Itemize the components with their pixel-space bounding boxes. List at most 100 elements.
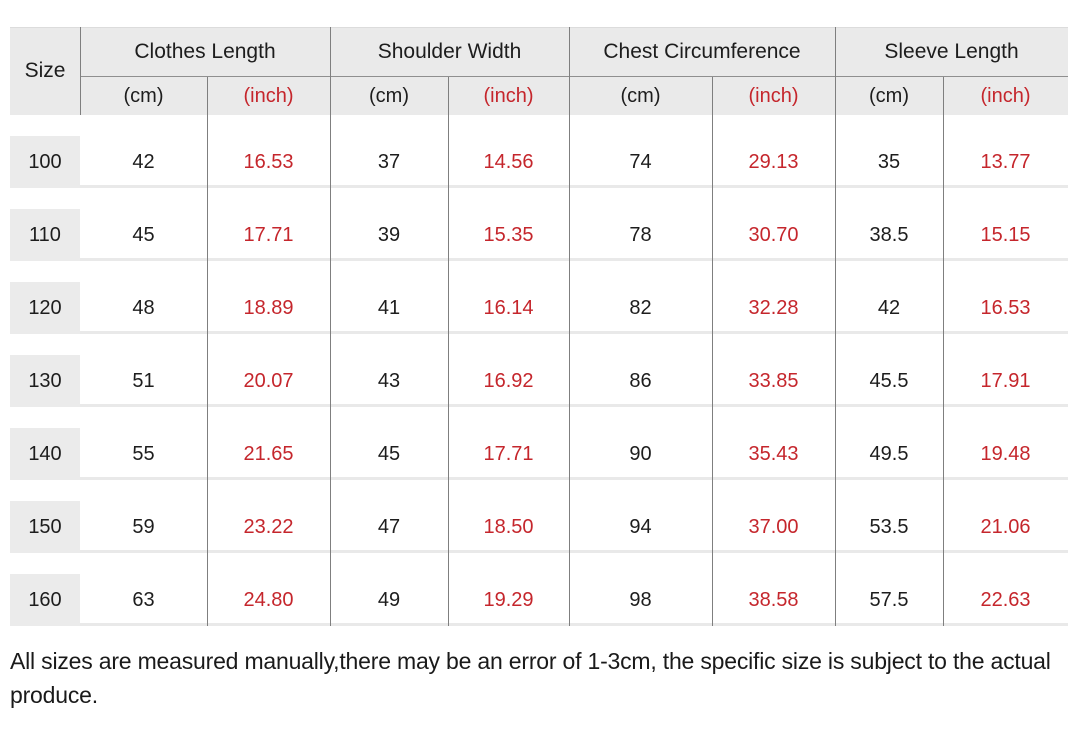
header-unit-row: (cm) (inch) (cm) (inch) (cm) (inch) (cm)… <box>80 77 1068 115</box>
size-value: 110 <box>10 209 80 261</box>
table-row: 100 42 16.53 37 14.56 74 29.13 35 13.77 <box>10 115 1068 188</box>
value-cell: 38.58 <box>748 588 799 611</box>
divider-chest-sleeve <box>835 27 836 626</box>
value-cell: 45.5 <box>869 369 909 392</box>
value-cell: 21.06 <box>980 515 1031 538</box>
value-cell: 49 <box>377 588 401 611</box>
header-clothes-length: Clothes Length <box>134 39 276 63</box>
divider-shoulder-cm-inch <box>448 77 449 626</box>
table-body: 100 42 16.53 37 14.56 74 29.13 35 13.77 … <box>10 115 1068 626</box>
size-value: 130 <box>10 355 80 407</box>
value-cell: 55 <box>132 442 155 465</box>
unit-inch-chest: (inch) <box>748 84 799 107</box>
unit-inch-sleeve: (inch) <box>980 84 1031 107</box>
value-cell: 19.29 <box>483 588 534 611</box>
value-cell: 42 <box>877 296 901 319</box>
table-row: 140 55 21.65 45 17.71 90 35.43 49.5 19.4… <box>10 407 1068 480</box>
value-cell: 19.48 <box>980 442 1031 465</box>
value-cell: 74 <box>629 150 652 173</box>
value-cell: 16.92 <box>483 369 534 392</box>
size-value: 150 <box>10 501 80 553</box>
value-cell: 47 <box>377 515 401 538</box>
value-cell: 30.70 <box>748 223 799 246</box>
value-cell: 35.43 <box>748 442 799 465</box>
measurement-note: All sizes are measured manually,there ma… <box>10 648 1051 708</box>
size-cell: 150 <box>10 480 80 553</box>
size-cell: 110 <box>10 188 80 261</box>
value-cell: 38.5 <box>869 223 909 246</box>
value-cell: 43 <box>377 369 401 392</box>
table-row: 160 63 24.80 49 19.29 98 38.58 57.5 22.6… <box>10 553 1068 626</box>
value-cell: 15.35 <box>483 223 534 246</box>
value-cell: 35 <box>877 150 901 173</box>
size-value: 160 <box>10 574 80 626</box>
value-cell: 39 <box>377 223 401 246</box>
size-cell: 140 <box>10 407 80 480</box>
value-cell: 22.63 <box>980 588 1031 611</box>
header-chest-circumference: Chest Circumference <box>603 39 801 63</box>
value-cell: 20.07 <box>243 369 294 392</box>
unit-inch-clothes: (inch) <box>243 84 294 107</box>
value-cell: 53.5 <box>869 515 909 538</box>
value-cell: 13.77 <box>980 150 1031 173</box>
value-cell: 37 <box>377 150 401 173</box>
value-cell: 41 <box>377 296 401 319</box>
value-cell: 90 <box>629 442 652 465</box>
value-cell: 37.00 <box>748 515 799 538</box>
value-cell: 94 <box>629 515 652 538</box>
value-cell: 63 <box>132 588 155 611</box>
unit-cm-shoulder: (cm) <box>369 84 409 107</box>
divider-clothes-shoulder <box>330 27 331 626</box>
value-cell: 17.71 <box>243 223 294 246</box>
value-cell: 29.13 <box>748 150 799 173</box>
table-row: 150 59 23.22 47 18.50 94 37.00 53.5 21.0… <box>10 480 1068 553</box>
value-cell: 42 <box>132 150 155 173</box>
value-cell: 51 <box>132 369 155 392</box>
value-cell: 17.71 <box>483 442 534 465</box>
divider-size-column <box>80 27 81 115</box>
value-cell: 98 <box>629 588 652 611</box>
value-cell: 57.5 <box>869 588 909 611</box>
table-row: 110 45 17.71 39 15.35 78 30.70 38.5 15.1… <box>10 188 1068 261</box>
unit-cm-sleeve: (cm) <box>869 84 909 107</box>
value-cell: 18.50 <box>483 515 534 538</box>
divider-chest-cm-inch <box>712 77 713 626</box>
value-cell: 45 <box>132 223 155 246</box>
table-header: Size Clothes Length Shoulder Width Chest… <box>10 27 1068 115</box>
divider-clothes-cm-inch <box>207 77 208 626</box>
unit-inch-shoulder: (inch) <box>483 84 534 107</box>
header-group-row: Clothes Length Shoulder Width Chest Circ… <box>80 27 1068 77</box>
header-size-label: Size <box>24 59 66 82</box>
table-row: 130 51 20.07 43 16.92 86 33.85 45.5 17.9… <box>10 334 1068 407</box>
value-cell: 17.91 <box>980 369 1031 392</box>
header-shoulder-width: Shoulder Width <box>377 39 522 63</box>
table-row: 120 48 18.89 41 16.14 82 32.28 42 16.53 <box>10 261 1068 334</box>
size-value: 140 <box>10 428 80 480</box>
divider-shoulder-chest <box>569 27 570 626</box>
value-cell: 78 <box>629 223 652 246</box>
value-cell: 23.22 <box>243 515 294 538</box>
value-cell: 16.53 <box>980 296 1031 319</box>
value-cell: 59 <box>132 515 155 538</box>
value-cell: 45 <box>377 442 401 465</box>
header-sleeve-length: Sleeve Length <box>884 39 1019 63</box>
size-cell: 100 <box>10 115 80 188</box>
value-cell: 86 <box>629 369 652 392</box>
value-cell: 18.89 <box>243 296 294 319</box>
value-cell: 21.65 <box>243 442 294 465</box>
value-cell: 32.28 <box>748 296 799 319</box>
value-cell: 15.15 <box>980 223 1031 246</box>
size-value: 120 <box>10 282 80 334</box>
size-cell: 160 <box>10 553 80 626</box>
value-cell: 16.14 <box>483 296 534 319</box>
unit-cm-clothes: (cm) <box>123 84 164 107</box>
size-table: Size Clothes Length Shoulder Width Chest… <box>10 27 1068 626</box>
value-cell: 48 <box>132 296 155 319</box>
divider-sleeve-cm-inch <box>943 77 944 626</box>
value-cell: 24.80 <box>243 588 294 611</box>
size-cell: 130 <box>10 334 80 407</box>
unit-cm-chest: (cm) <box>620 84 661 107</box>
size-cell: 120 <box>10 261 80 334</box>
value-cell: 16.53 <box>243 150 294 173</box>
